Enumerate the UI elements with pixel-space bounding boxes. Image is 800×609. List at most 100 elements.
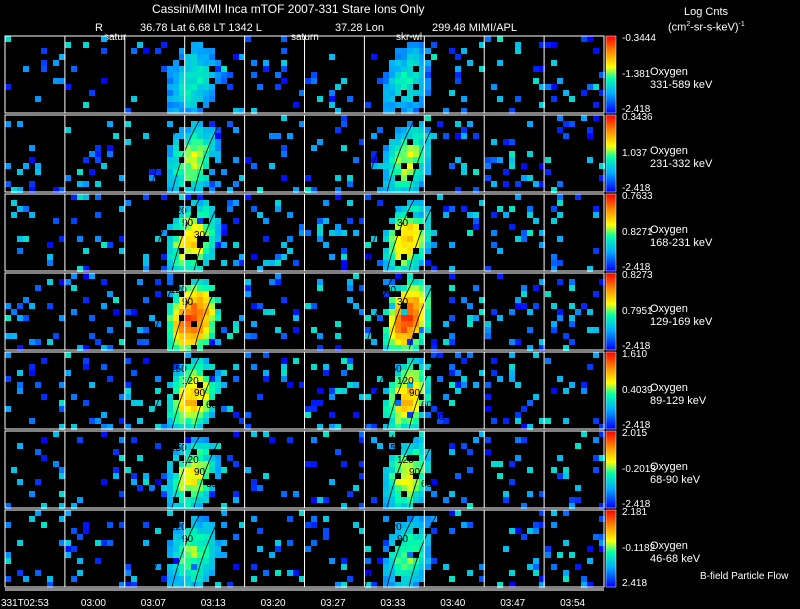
skr-direction-marker: skr-wl (396, 32, 423, 43)
x-tick-label: 03:27 (320, 598, 346, 609)
pitch-angle-label: 90 (182, 218, 194, 229)
pitch-angle-contour (408, 276, 438, 351)
pitch-angle-contour (171, 118, 201, 193)
pitch-angle-label: 30 (397, 297, 409, 308)
species-label: Oxygen (650, 461, 688, 473)
pitch-angle-label: 150 (170, 364, 187, 375)
plot-title: Cassini/MIMI Inca mTOF 2007-331 Stare Io… (152, 2, 425, 16)
energy-range-label: 68-90 keV (650, 474, 701, 486)
pitch-angle-contour (171, 355, 201, 430)
pitch-angle-contour (364, 276, 394, 351)
colorbar-mid-value: 0.7951 (622, 305, 653, 317)
pitch-angle-label: 30 (433, 412, 445, 423)
colorbar-max-value: 0.8273 (622, 270, 653, 281)
pitch-angle-label: 150 (170, 443, 187, 454)
colorbar-max-value: 1.610 (622, 349, 648, 360)
pitch-angle-label: 90 (194, 467, 206, 478)
pitch-angle-contour (364, 513, 394, 588)
pitch-angle-label: 120 (182, 376, 199, 387)
ephemeris-lon: 37.28 Lon (335, 22, 384, 34)
pitch-angle-label: 0 (170, 127, 176, 138)
pitch-angle-contour (193, 513, 223, 588)
pitch-angle-label: 30 (397, 218, 409, 229)
pitch-angle-contour (386, 513, 416, 588)
pitch-angle-label: 120 (385, 522, 402, 533)
pitch-angle-label: 150 (385, 443, 402, 454)
colorbar-mid-value: -0.2013 (622, 463, 656, 475)
x-tick-label: 03:40 (440, 598, 466, 609)
colorbar-min-value: -2.418 (622, 499, 651, 510)
colorbar-max-value: -0.3444 (622, 33, 656, 44)
species-label: Oxygen (650, 303, 688, 315)
pitch-angle-label: 90 (194, 388, 206, 399)
pitch-angle-label: 30 (218, 412, 230, 423)
x-tick-label: 03:33 (380, 598, 406, 609)
panel-energy-label: Oxygen 68-90 keV (650, 461, 700, 487)
colorbar-min-value: -2.418 (622, 262, 651, 273)
pitch-angle-contour (386, 118, 416, 193)
pitch-angle-contour (193, 355, 223, 430)
pitch-angle-contour (408, 355, 438, 430)
colorbar-mid-value: 1.037 (622, 147, 648, 159)
pitch-angle-contour (171, 513, 201, 588)
colorbar-mid-value: -1.381 (622, 68, 651, 80)
pitch-angle-contour (364, 118, 394, 193)
energy-range-label: 129-169 keV (650, 316, 713, 328)
colorbar-mid-value: -0.1182 (622, 542, 656, 554)
pitch-angle-contour (193, 434, 223, 509)
colorbar (605, 193, 617, 272)
colorbar (605, 35, 617, 114)
pitch-angle-label: 120 (397, 376, 414, 387)
colorbar-max-value: 2.015 (622, 428, 648, 439)
time-axis-bar (5, 588, 604, 591)
panel-energy-label: Oxygen 231-332 keV (650, 145, 712, 171)
pitch-angle-contour (149, 276, 179, 351)
pitch-angle-contour (408, 197, 438, 272)
pitch-angle-label: 30 (194, 230, 206, 241)
pitch-angle-contour (386, 276, 416, 351)
pitch-angle-label: 90 (182, 534, 194, 545)
pitch-angle-contour (171, 434, 201, 509)
colorbar-mid-value: 0.8271 (622, 226, 653, 238)
pitch-angle-contour (408, 434, 438, 509)
pitch-angle-contour (149, 197, 179, 272)
colorbar (605, 114, 617, 193)
colorbar-min-value: -2.418 (622, 341, 651, 352)
colorbar (605, 509, 617, 588)
species-label: Oxygen (650, 224, 688, 236)
panel-energy-label: Oxygen 331-589 keV (650, 66, 712, 92)
pitch-angle-label: 60 (206, 479, 218, 490)
ephemeris-source: 299.48 MIMI/APL (432, 22, 517, 34)
pitch-angle-contour (171, 276, 201, 351)
pitch-angle-contour (408, 118, 438, 193)
x-tick-label: 331T02:53 (1, 598, 49, 609)
panel-energy-label: Oxygen 89-129 keV (650, 382, 706, 408)
pitch-angle-contour (149, 355, 179, 430)
saturn-direction-marker-1: satur (104, 32, 127, 43)
x-tick-label: 03:07 (140, 598, 166, 609)
energy-range-label: 46-68 keV (650, 553, 701, 565)
colorbar-max-value: 0.3436 (622, 112, 653, 123)
x-tick-label: 03:47 (500, 598, 526, 609)
pitch-angle-contour (408, 513, 438, 588)
panel-energy-label: Oxygen 46-68 keV (650, 540, 700, 566)
species-label: Oxygen (650, 382, 688, 394)
colorbar-mid-value: 0.4039 (622, 384, 653, 396)
colorbar (605, 351, 617, 430)
pitch-angle-label: 60 (421, 400, 433, 411)
pitch-angle-label: 90 (409, 467, 421, 478)
energy-range-label: 168-231 keV (650, 237, 713, 249)
x-tick-label: 03:00 (80, 598, 106, 609)
pitch-angle-contour (386, 434, 416, 509)
pitch-angle-label: 120 (182, 455, 199, 466)
pitch-angle-label: 90 (409, 388, 421, 399)
pitch-angle-label: 120 (170, 522, 187, 533)
pitch-angle-label: 90 (182, 297, 194, 308)
pitch-angle-contour (364, 434, 394, 509)
colorbar-min-value: -2.418 (622, 104, 651, 115)
energy-range-label: 331-589 keV (650, 79, 713, 91)
x-tick-label: 03:20 (260, 598, 286, 609)
colorbar-max-value: 2.181 (622, 507, 648, 518)
